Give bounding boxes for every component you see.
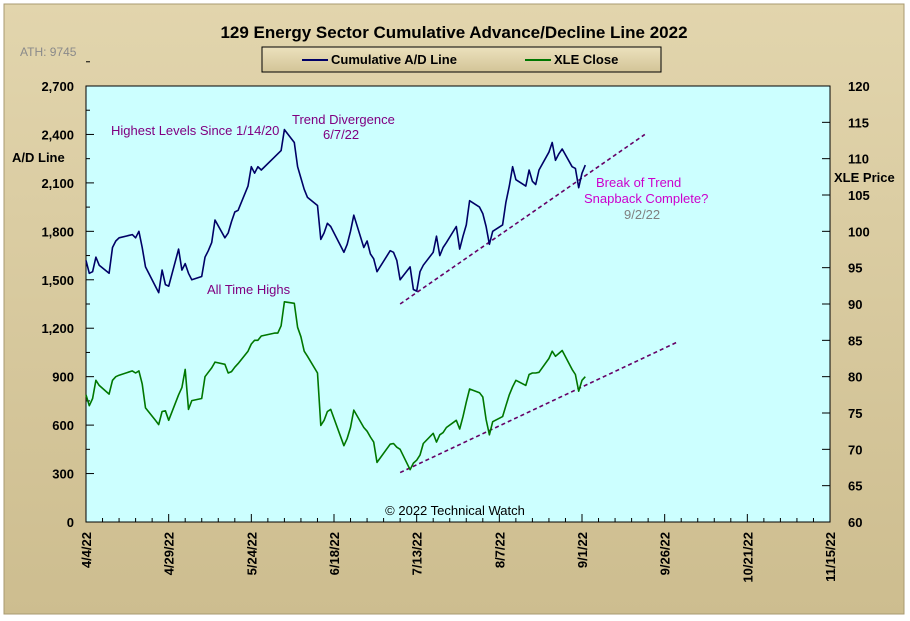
y-right-tick-label: 95 bbox=[848, 261, 862, 276]
y-right-tick-label: 110 bbox=[848, 152, 869, 167]
y-left-tick-label: 0 bbox=[67, 515, 74, 530]
x-tick-label: 9/1/22 bbox=[575, 532, 590, 568]
y-right-tick-label: 60 bbox=[848, 515, 862, 530]
y-right-tick-label: 115 bbox=[848, 115, 869, 130]
x-tick-label: 7/13/22 bbox=[410, 532, 425, 575]
x-tick-label: 4/4/22 bbox=[79, 532, 94, 568]
y-right-axis-label: XLE Price bbox=[834, 170, 895, 185]
y-left-tick-label: 1,500 bbox=[41, 273, 74, 288]
axis-ticks: 0 300 600 900 1,200 1,500 1,800 2,100 2,400 2,700… bbox=[41, 61, 870, 583]
ad-line-series bbox=[85, 128, 587, 294]
annotation-trend-date: 6/7/22 bbox=[323, 127, 359, 142]
plot-area bbox=[85, 85, 831, 523]
y-right-tick-label: 105 bbox=[848, 188, 870, 203]
legend-box bbox=[261, 46, 662, 73]
x-tick-label: 9/26/22 bbox=[658, 532, 673, 575]
x-tick-label: 11/15/22 bbox=[823, 532, 838, 582]
legend-xle-label: XLE Close bbox=[554, 52, 618, 67]
annotation-all-time-highs: All Time Highs bbox=[207, 282, 291, 297]
y-left-tick-label: 2,700 bbox=[41, 79, 74, 94]
series-lines bbox=[85, 128, 587, 471]
y-right-tick-label: 85 bbox=[848, 333, 862, 348]
x-tick-label: 10/21/22 bbox=[740, 532, 755, 583]
legend-ad-label: Cumulative A/D Line bbox=[331, 52, 457, 67]
y-right-tick-label: 70 bbox=[848, 442, 862, 457]
x-tick-label: 5/24/22 bbox=[244, 532, 259, 575]
y-left-tick-label: 1,800 bbox=[41, 224, 74, 239]
y-right-tick-label: 90 bbox=[848, 297, 862, 312]
y-left-tick-label: 2,100 bbox=[41, 176, 74, 191]
y-left-tick-label: 900 bbox=[52, 370, 74, 385]
x-tick-label: 8/7/22 bbox=[492, 532, 507, 568]
annotation-trend-divergence: Trend Divergence bbox=[292, 112, 395, 127]
chart-title: 129 Energy Sector Cumulative Advance/Dec… bbox=[220, 23, 687, 42]
trendlines bbox=[399, 133, 679, 474]
y-left-tick-label: 1,200 bbox=[41, 321, 74, 336]
annotation-break-of-trend: Break of Trend bbox=[596, 175, 681, 190]
xle-close-series bbox=[85, 300, 586, 471]
y-left-tick-label: 300 bbox=[52, 467, 74, 482]
ath-watermark: ATH: 9745 bbox=[20, 45, 77, 59]
copyright-text: © 2022 Technical Watch bbox=[385, 503, 525, 518]
y-left-tick-label: 2,400 bbox=[41, 127, 74, 142]
x-tick-label: 4/29/22 bbox=[162, 532, 177, 575]
y-right-tick-label: 75 bbox=[848, 406, 862, 421]
x-tick-label: 6/18/22 bbox=[327, 532, 342, 575]
trendline-left bbox=[399, 133, 646, 305]
annotation-highest-levels: Highest Levels Since 1/14/20 bbox=[111, 123, 279, 138]
y-right-tick-label: 120 bbox=[848, 79, 870, 94]
annotation-date-9-2: 9/2/22 bbox=[624, 207, 660, 222]
y-right-tick-label: 65 bbox=[848, 479, 862, 494]
y-left-axis-label: A/D Line bbox=[12, 150, 65, 165]
y-left-tick-label: 600 bbox=[52, 418, 74, 433]
annotation-snapback: Snapback Complete? bbox=[584, 191, 708, 206]
y-right-tick-label: 80 bbox=[848, 370, 862, 385]
trendline-right bbox=[399, 341, 679, 474]
y-right-tick-label: 100 bbox=[848, 224, 870, 239]
